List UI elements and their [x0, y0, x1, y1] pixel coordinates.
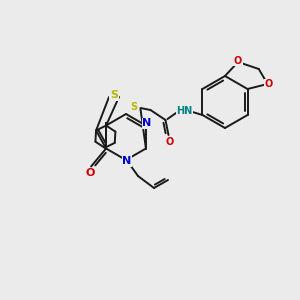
Text: O: O — [264, 79, 273, 89]
Text: HN: HN — [176, 106, 193, 116]
Text: O: O — [165, 137, 174, 147]
Text: N: N — [142, 118, 152, 128]
Text: N: N — [122, 156, 132, 166]
Text: S: S — [130, 102, 137, 112]
Text: S: S — [110, 90, 118, 100]
Text: O: O — [85, 169, 95, 178]
Text: O: O — [234, 56, 242, 66]
